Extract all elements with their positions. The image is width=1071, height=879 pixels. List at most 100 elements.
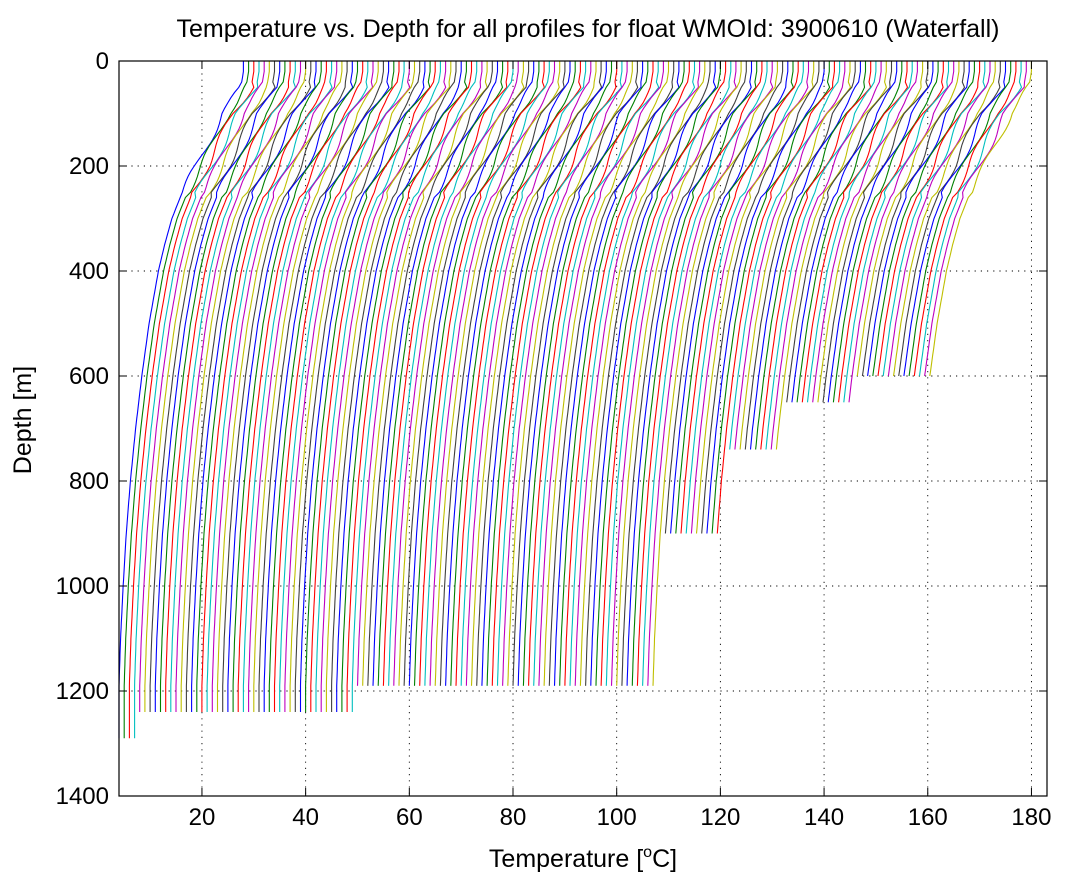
profile-line xyxy=(716,61,835,534)
profile-line xyxy=(812,61,918,403)
profile-line xyxy=(801,61,909,403)
profile-line xyxy=(237,61,364,712)
profile-line xyxy=(242,61,369,712)
profile-line xyxy=(439,61,566,686)
profile-line xyxy=(512,61,639,686)
profile-line xyxy=(481,61,607,686)
profile-line xyxy=(320,61,447,712)
profile-line xyxy=(548,61,675,686)
profile-line xyxy=(675,61,795,534)
profile-line xyxy=(680,61,799,534)
profile-line xyxy=(775,61,888,450)
profile-line xyxy=(872,61,975,377)
profile-line xyxy=(538,61,664,686)
profile-line xyxy=(827,61,934,403)
profile-line xyxy=(929,61,1032,377)
profile-line xyxy=(903,61,1007,377)
profile-line xyxy=(502,61,628,686)
profile-line xyxy=(605,61,732,686)
profile-line xyxy=(664,61,784,534)
profile-line xyxy=(647,61,774,686)
x-tick-label: 40 xyxy=(292,804,319,831)
profile-line xyxy=(445,61,571,686)
y-tick-label: 600 xyxy=(69,363,109,390)
profile-line xyxy=(134,61,260,739)
profile-line xyxy=(175,61,302,712)
profile-line xyxy=(222,61,348,712)
profile-line xyxy=(268,61,395,712)
profile-line xyxy=(165,61,291,712)
profile-line xyxy=(486,61,613,686)
y-tick-label: 400 xyxy=(69,258,109,285)
profile-lines xyxy=(118,61,1032,739)
profile-line xyxy=(744,61,856,450)
profile-line xyxy=(690,61,810,534)
profile-line xyxy=(711,61,831,534)
profile-line xyxy=(196,61,322,712)
profile-line xyxy=(642,61,768,686)
profile-line xyxy=(822,61,929,403)
profile-line xyxy=(908,61,1012,377)
profile-line xyxy=(595,61,721,686)
profile-line xyxy=(832,61,939,403)
profile-line xyxy=(517,61,644,686)
profile-line xyxy=(273,61,400,712)
x-tick-label: 100 xyxy=(597,804,637,831)
y-tick-label: 1200 xyxy=(56,678,109,705)
profile-line xyxy=(533,61,660,686)
profile-line xyxy=(806,61,913,403)
profile-line xyxy=(817,61,924,403)
profile-line xyxy=(336,61,462,712)
profile-line xyxy=(367,61,493,686)
profile-line xyxy=(559,61,685,686)
profile-line xyxy=(403,61,530,686)
profile-line xyxy=(856,61,960,377)
profile-line xyxy=(351,61,478,712)
profile-line xyxy=(248,61,374,712)
y-tick-label: 0 xyxy=(96,48,109,75)
profile-line xyxy=(470,61,597,686)
profile-line xyxy=(372,61,499,686)
profile-line xyxy=(786,61,893,403)
x-tick-label: 140 xyxy=(804,804,844,831)
x-tick-label: 160 xyxy=(908,804,948,831)
profile-line xyxy=(543,61,670,686)
profile-line xyxy=(749,61,861,450)
profile-line xyxy=(491,61,618,686)
profile-line xyxy=(867,61,970,377)
profile-line xyxy=(413,61,540,686)
profile-line xyxy=(600,61,727,686)
profile-line xyxy=(848,61,955,403)
profile-line xyxy=(631,61,758,686)
profile-line xyxy=(346,61,473,712)
profile-line xyxy=(685,61,804,534)
x-axis-label: Temperature [oC] xyxy=(489,844,677,873)
profile-line xyxy=(185,61,312,712)
profile-line xyxy=(574,61,701,686)
profile-line xyxy=(315,61,441,712)
profile-line xyxy=(507,61,633,686)
profile-line xyxy=(695,61,815,534)
profile-line xyxy=(450,61,576,686)
profile-line xyxy=(429,61,556,686)
profile-line xyxy=(201,61,327,712)
profile-line xyxy=(528,61,654,686)
profile-line xyxy=(180,61,307,712)
profile-line xyxy=(585,61,711,686)
profile-line xyxy=(918,61,1023,377)
y-tick-label: 1400 xyxy=(56,783,109,810)
chart-title: Temperature vs. Depth for all profiles f… xyxy=(176,15,999,43)
y-tick-label: 200 xyxy=(69,153,109,180)
profile-line xyxy=(706,61,825,534)
profile-line xyxy=(755,61,867,450)
profile-line xyxy=(455,61,582,686)
profile-line xyxy=(279,61,405,712)
y-tick-label: 1000 xyxy=(56,573,109,600)
profile-line xyxy=(843,61,950,403)
profile-line xyxy=(791,61,898,403)
profile-line xyxy=(460,61,587,686)
profile-line xyxy=(331,61,457,712)
y-tick-label: 800 xyxy=(69,468,109,495)
profile-line xyxy=(144,61,270,712)
